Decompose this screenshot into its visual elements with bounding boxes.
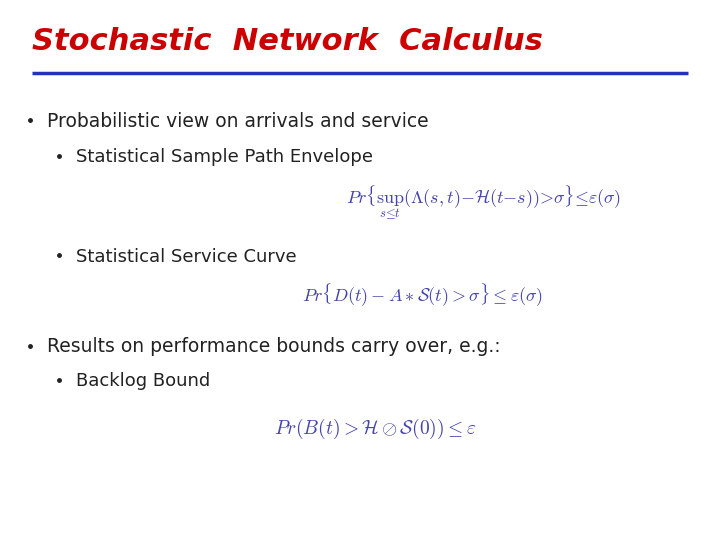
Text: $Pr\{\sup_{s \leq t}(\Lambda(s,t) - \mathcal{H}(t-s)) > \sigma\} \leq \varepsilo: $Pr\{\sup_{s \leq t}(\Lambda(s,t) - \mat… bbox=[346, 184, 621, 221]
Text: Statistical Service Curve: Statistical Service Curve bbox=[76, 247, 296, 266]
Text: $Pr\{D(t) - A * \mathcal{S}(t) > \sigma\} \leq \varepsilon(\sigma)$: $Pr\{D(t) - A * \mathcal{S}(t) > \sigma\… bbox=[302, 281, 544, 308]
Text: $Pr(B(t) > \mathcal{H} \oslash \mathcal{S}(0)) \leq \varepsilon$: $Pr(B(t) > \mathcal{H} \oslash \mathcal{… bbox=[274, 417, 476, 441]
Text: Probabilistic view on arrivals and service: Probabilistic view on arrivals and servi… bbox=[47, 112, 428, 131]
Text: Stochastic  Network  Calculus: Stochastic Network Calculus bbox=[32, 27, 544, 56]
Text: Backlog Bound: Backlog Bound bbox=[76, 372, 210, 390]
Text: Statistical Sample Path Envelope: Statistical Sample Path Envelope bbox=[76, 147, 373, 166]
Text: Results on performance bounds carry over, e.g.:: Results on performance bounds carry over… bbox=[47, 337, 500, 356]
